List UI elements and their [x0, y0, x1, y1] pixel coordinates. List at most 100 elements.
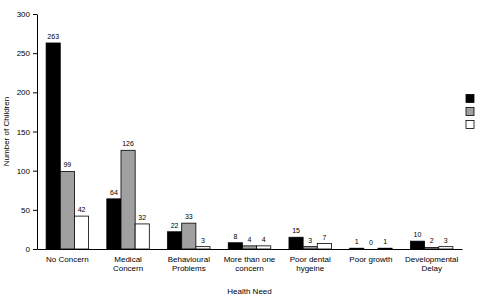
data-label: 32 [138, 214, 146, 221]
data-label: 7 [322, 234, 326, 241]
x-tick-label-line: concern [235, 264, 263, 273]
data-label: 3 [201, 237, 205, 244]
legend [466, 95, 474, 129]
data-label: 4 [248, 236, 252, 243]
x-tick: Poor growth [349, 255, 392, 264]
data-label: 22 [171, 222, 179, 229]
bar [182, 223, 196, 249]
bar [242, 246, 256, 249]
y-tick: 200 [17, 88, 37, 97]
bar [439, 247, 453, 249]
x-tick-label: Poor growth [349, 255, 392, 264]
x-tick-label-line: Medical [114, 255, 142, 264]
data-label: 1 [355, 238, 359, 245]
y-tick-mark [33, 132, 37, 133]
y-tick-label: 200 [17, 88, 31, 97]
x-axis-title: Health Need [227, 287, 271, 296]
bar [228, 243, 242, 249]
y-tick: 300 [17, 10, 37, 19]
x-tick: DevelopmentalDelay [405, 255, 459, 273]
data-label: 3 [444, 237, 448, 244]
y-tick-mark [33, 92, 37, 93]
bar [60, 171, 74, 249]
bar [350, 248, 364, 249]
y-tick: 50 [21, 206, 37, 215]
y-tick-label: 0 [26, 245, 31, 254]
x-tick: More than oneconcern [224, 255, 276, 273]
x-tick: No Concern [46, 255, 89, 264]
chart: 050100150200250300No ConcernMedicalConce… [0, 0, 478, 298]
data-label: 4 [262, 236, 266, 243]
y-axis: 0 50 100 150 200 250 300 [17, 10, 38, 254]
data-label: 2 [430, 237, 434, 244]
data-label: 8 [233, 233, 237, 240]
x-axis-line [38, 249, 463, 250]
data-label: 99 [63, 161, 71, 168]
x-tick-label-line: Delay [421, 264, 441, 273]
bar [135, 224, 149, 249]
x-tick-label-line: Poor dental [290, 255, 331, 264]
data-label: 64 [110, 189, 118, 196]
bar [378, 248, 392, 249]
x-tick-label: BehaviouralProblems [168, 255, 210, 273]
bar [289, 237, 303, 249]
data-label: 0 [369, 239, 373, 246]
legend-swatch [466, 121, 474, 129]
y-axis-line [37, 15, 38, 250]
data-label: 33 [185, 213, 193, 220]
bar [168, 232, 182, 249]
y-axis-title: Number of Children [2, 97, 11, 166]
y-tick-label: 300 [17, 10, 31, 19]
x-tick-label-line: More than one [224, 255, 276, 264]
x-tick-label: DevelopmentalDelay [405, 255, 459, 273]
data-label: 126 [122, 140, 134, 147]
bar [257, 246, 271, 249]
x-tick-label-line: Poor growth [349, 255, 392, 264]
bar [196, 247, 210, 249]
bar [46, 43, 60, 249]
legend-swatch [466, 108, 474, 116]
y-tick: 250 [17, 49, 37, 58]
data-label: 1 [383, 238, 387, 245]
y-tick-mark [33, 210, 37, 211]
bar [303, 247, 317, 249]
x-tick: BehaviouralProblems [168, 255, 210, 273]
data-label: 10 [414, 231, 422, 238]
y-tick: 0 [26, 245, 37, 254]
y-tick: 100 [17, 167, 37, 176]
y-tick-mark [33, 249, 37, 250]
y-tick-mark [33, 14, 37, 15]
data-label: 42 [78, 206, 86, 213]
bar [317, 244, 331, 249]
bar [425, 247, 439, 249]
y-tick-label: 50 [21, 206, 30, 215]
x-tick-label-line: Developmental [405, 255, 459, 264]
y-tick-mark [33, 171, 37, 172]
y-tick-label: 250 [17, 49, 31, 58]
y-tick-mark [33, 53, 37, 54]
bar [74, 216, 88, 249]
bar [410, 241, 424, 249]
plot: 050100150200250300No ConcernMedicalConce… [17, 10, 463, 273]
x-axis: No Concern MedicalConcern BehaviouralProbl… [38, 250, 463, 273]
x-tick-label: Poor dentalhygeine [290, 255, 331, 273]
bar [364, 249, 378, 250]
x-tick-label: More than oneconcern [224, 255, 276, 273]
x-tick-label: No Concern [46, 255, 89, 264]
x-tick: Poor dentalhygeine [290, 255, 331, 273]
legend-swatch [466, 95, 474, 103]
y-tick: 150 [17, 128, 37, 137]
data-label: 15 [292, 227, 300, 234]
x-tick: MedicalConcern [113, 255, 143, 273]
x-tick-label-line: Concern [113, 264, 143, 273]
x-tick-label-line: No Concern [46, 255, 89, 264]
x-tick-label-line: hygeine [296, 264, 325, 273]
data-label: 263 [47, 33, 59, 40]
bars [46, 43, 453, 249]
data-labels: 263 64 22 8 15 1 10 99 126 33 4 3 0 2 42 32 3 4 7 1 3 [47, 33, 448, 246]
data-label: 3 [308, 237, 312, 244]
bar [121, 150, 135, 249]
x-tick-label-line: Problems [172, 264, 206, 273]
bar [107, 199, 121, 249]
x-tick-label: MedicalConcern [113, 255, 143, 273]
